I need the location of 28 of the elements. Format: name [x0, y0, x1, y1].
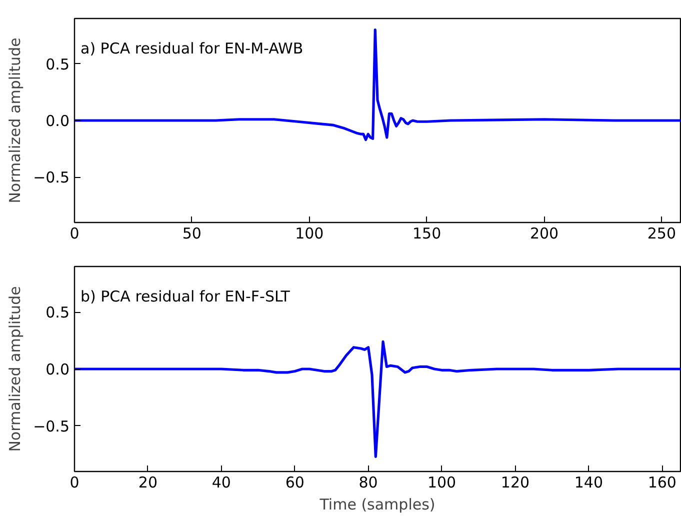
x-tick-label: 60	[285, 474, 304, 492]
x-tick-label: 120	[500, 474, 530, 492]
y-tick-label: −0.5	[33, 168, 70, 187]
x-tick-label: 250	[647, 224, 676, 242]
x-tick-label: 140	[574, 474, 604, 492]
x-tick-label: 160	[648, 474, 676, 492]
annotation: a) PCA residual for EN-M-AWB	[80, 40, 304, 58]
x-tick-label: 150	[412, 224, 442, 242]
y-tick-label: 0.0	[46, 112, 70, 130]
y-tick-label: 0.5	[46, 55, 70, 74]
x-tick-label: 40	[212, 474, 231, 492]
y-tick-label: 0.5	[46, 304, 70, 322]
y-tick-label: −0.5	[33, 417, 70, 436]
x-tick-label: 100	[295, 224, 324, 242]
line-series	[74, 340, 680, 458]
x-axis-title: Time (samples)	[318, 496, 436, 514]
line-series	[74, 28, 680, 142]
x-tick-label: 80	[358, 474, 378, 492]
x-tick-label: 200	[530, 224, 559, 242]
x-tick-label: 0	[70, 474, 80, 492]
y-axis-title: Normalized amplitude	[6, 38, 24, 204]
x-tick-label: 100	[427, 474, 456, 492]
x-tick-label: 50	[182, 224, 202, 242]
x-tick-label: 0	[70, 224, 80, 242]
y-axis-title: Normalized amplitude	[6, 286, 24, 452]
x-tick-label: 20	[138, 474, 158, 492]
y-tick-label: 0.0	[46, 360, 70, 378]
annotation: b) PCA residual for EN-F-SLT	[80, 288, 291, 306]
